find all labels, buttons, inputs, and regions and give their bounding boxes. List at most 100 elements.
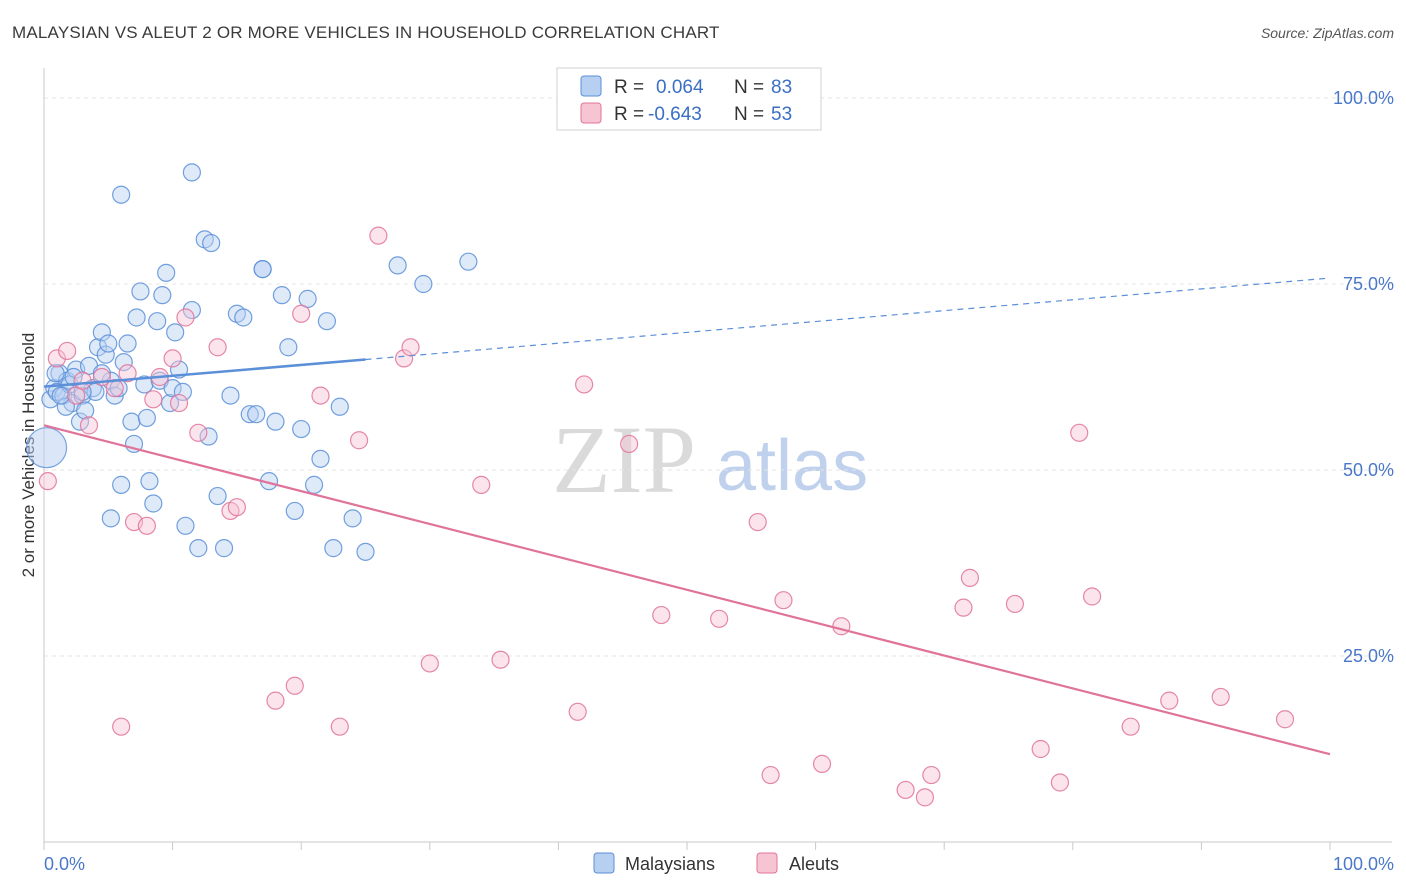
point-aleuts-11: [144, 390, 163, 409]
point-aleuts-44: [922, 765, 941, 785]
point-aleuts-40: [812, 754, 832, 773]
point-aleuts-56: [112, 717, 131, 736]
point-malaysians-42: [176, 516, 195, 535]
point-aleuts-35: [652, 605, 671, 625]
watermark: ZIP atlas: [552, 406, 868, 513]
trend-line-malaysians-solid: [43, 358, 366, 388]
point-aleuts-20: [266, 691, 285, 710]
point-aleuts-14: [169, 393, 189, 413]
point-malaysians-60: [292, 419, 311, 439]
point-malaysians-65: [324, 539, 343, 558]
point-malaysians-41: [173, 382, 192, 401]
point-malaysians-49: [221, 386, 240, 405]
point-malaysians-43: [182, 300, 201, 320]
point-aleuts-25: [349, 431, 369, 450]
point-malaysians-29: [135, 375, 154, 394]
stats-legend: R = 0.064 N = 83 R = -0.643 N = 53: [556, 67, 822, 131]
point-malaysians-25: [122, 412, 141, 431]
point-malaysians-56: [266, 412, 285, 431]
bottom-legend-label-malaysians[interactable]: Malaysians: [625, 854, 715, 874]
series-legend: Malaysians Aleuts: [593, 852, 839, 874]
point-aleuts-13: [163, 349, 182, 368]
bottom-legend-label-aleuts[interactable]: Aleuts: [789, 854, 839, 874]
point-aleuts-53: [1160, 691, 1179, 710]
point-malaysians-66: [330, 397, 349, 416]
point-malaysians-17: [96, 345, 115, 364]
legend-n-value-malaysians: 83: [771, 77, 792, 98]
point-malaysians-47: [208, 486, 227, 506]
point-aleuts-50: [1070, 423, 1089, 442]
watermark-atlas: atlas: [716, 426, 868, 506]
point-aleuts-17: [208, 338, 227, 357]
point-malaysians-36: [157, 263, 176, 282]
bottom-legend-swatch-malaysians[interactable]: [593, 852, 615, 874]
point-aleuts-48: [1031, 739, 1050, 759]
x-tick-label-max: 100.0%: [1333, 854, 1394, 874]
point-aleuts-39: [774, 591, 793, 610]
point-malaysians-15: [88, 338, 108, 357]
point-malaysians-53: [247, 405, 266, 424]
point-aleuts-2: [58, 341, 77, 361]
point-malaysians-51: [234, 308, 253, 327]
data-points: [25, 163, 1295, 807]
legend-r-value-malaysians: 0.064: [656, 77, 704, 98]
legend-swatch-malaysians: [580, 75, 602, 97]
point-malaysians-57: [272, 286, 292, 305]
point-malaysians-44: [189, 539, 208, 558]
point-aleuts-28: [401, 338, 420, 357]
trend-line-malaysians-dashed: [365, 277, 1331, 361]
point-aleuts-34: [620, 434, 639, 454]
point-aleuts-10: [137, 516, 156, 535]
point-malaysians-63: [311, 449, 330, 468]
legend-n-label-malaysians: N =: [734, 77, 764, 98]
point-malaysians-73: [112, 185, 131, 204]
point-malaysians-64: [317, 312, 337, 331]
point-aleuts-22: [292, 304, 311, 323]
point-aleuts-23: [311, 386, 330, 405]
point-malaysians-58: [279, 338, 298, 357]
grid: [44, 97, 1392, 657]
point-malaysians-24: [118, 334, 137, 353]
point-malaysians-32: [144, 494, 163, 513]
point-aleuts-24: [330, 717, 349, 736]
point-aleuts-0: [38, 472, 57, 491]
point-aleuts-15: [176, 308, 195, 327]
legend-r-label-aleuts: R =: [614, 104, 644, 125]
point-aleuts-27: [394, 349, 414, 368]
legend-swatch-aleuts: [580, 102, 602, 124]
point-aleuts-42: [896, 780, 915, 800]
point-aleuts-45: [954, 598, 973, 617]
point-large-malaysians-0: [25, 427, 68, 469]
point-aleuts-49: [1050, 773, 1070, 792]
y-tick-label-3: 25.0%: [1343, 646, 1394, 666]
point-malaysians-9: [70, 412, 90, 431]
point-aleuts-21: [285, 676, 304, 695]
point-aleuts-41: [832, 617, 851, 636]
point-aleuts-33: [575, 375, 594, 394]
x-tick-labels: 0.0% 100.0%: [44, 854, 1394, 874]
point-aleuts-47: [1005, 594, 1025, 614]
point-malaysians-67: [343, 509, 362, 528]
point-malaysians-68: [356, 542, 375, 561]
point-malaysians-79: [46, 364, 65, 383]
point-malaysians-39: [166, 323, 185, 342]
trend-lines: [43, 277, 1331, 756]
legend-r-value-aleuts: -0.643: [648, 104, 702, 125]
chart-source: Source: ZipAtlas.com: [1261, 25, 1394, 41]
point-aleuts-30: [472, 475, 491, 494]
bottom-legend-swatch-aleuts[interactable]: [756, 852, 778, 874]
point-malaysians-80: [51, 386, 70, 405]
point-malaysians-35: [153, 286, 172, 305]
point-aleuts-36: [710, 609, 729, 628]
point-malaysians-27: [127, 308, 146, 327]
point-aleuts-19: [227, 498, 246, 517]
point-aleuts-54: [1211, 687, 1230, 707]
point-malaysians-46: [202, 233, 221, 253]
point-malaysians-30: [137, 408, 156, 428]
point-aleuts-16: [189, 423, 208, 442]
point-malaysians-23: [114, 353, 133, 372]
point-malaysians-16: [92, 323, 111, 342]
x-tick-label-min: 0.0%: [44, 854, 85, 874]
point-aleuts-43: [915, 788, 935, 807]
